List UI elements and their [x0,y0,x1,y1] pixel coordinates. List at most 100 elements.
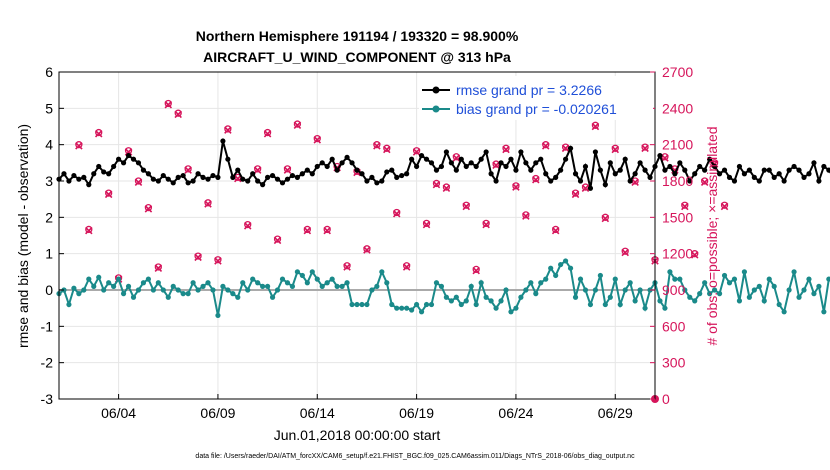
obs-assimilated-marker [124,148,133,156]
bias-point [483,294,489,300]
rmse-point [240,176,246,182]
bias-point [637,287,643,293]
obs-assimilated-marker [541,142,550,150]
rmse-point [294,174,300,180]
obs-possible-marker [95,128,103,137]
rmse-point [284,176,291,182]
bias-point [260,283,266,289]
bias-point [533,291,539,297]
rmse-point [766,167,772,173]
rmse-point [314,163,320,170]
obs-assimilated-marker [194,253,202,262]
bias-point [414,301,420,308]
bias-point [349,301,355,308]
rmse-point [707,156,713,162]
rmse-point [414,163,420,170]
y-axis-left-ticks: -3 -2 -1 0 1 2 3 4 5 6 [41,64,64,407]
rmse-point [443,149,449,155]
bias-point [682,287,688,293]
bias-point [463,298,469,304]
rmse-point [66,178,72,184]
bias-point [826,276,830,282]
obs-possible-marker [422,219,431,228]
bias-point [468,283,474,289]
obs-possible-marker [323,225,331,234]
obs-assimilated-marker [442,184,451,193]
rmse-point [543,171,549,177]
x-tick-label: 06/04 [101,405,136,421]
bias-point [339,283,345,289]
x-tick-label: 06/09 [200,405,235,421]
bias-point [294,269,300,275]
bias-point [399,305,405,311]
rmse-point [111,163,117,170]
rmse-point [548,178,554,184]
rmse-point [791,163,797,170]
obs-assimilated-marker [601,214,610,223]
obs-assimilated-marker [621,248,629,257]
bias-point [225,287,231,293]
rmse-point [567,145,574,151]
bias-point [508,309,514,315]
obs-possible-marker [542,141,550,149]
rmse-point [170,180,176,186]
rmse-point [404,171,410,177]
obs-assimilated-marker [253,166,262,174]
rmse-point [304,167,310,173]
rmse-point [76,176,82,182]
bias-point [607,294,613,300]
obs-assimilated-marker [85,226,93,235]
y-right-tick-label: 1800 [662,173,693,189]
bias-point [265,283,271,289]
rmse-point [721,167,728,173]
rmse-point [190,178,196,184]
bias-point [205,280,211,286]
obs-possible-marker [403,262,411,270]
rmse-point [250,171,256,177]
bias-point [473,301,479,308]
rmse-point [756,178,762,184]
rmse-point [210,172,216,179]
rmse-point [150,176,156,182]
bias-point [672,276,678,282]
rmse-point [101,169,107,175]
x-tick-label: 06/14 [300,405,335,421]
obs-assimilated-marker [214,257,222,265]
rmse-point [528,167,534,173]
obs-assimilated-marker [154,264,163,272]
chart-title-line1: Northern Hemisphere 191194 / 193320 = 98… [196,28,519,44]
obs-possible-marker [720,201,729,209]
obs-assimilated-marker [690,251,699,259]
rmse-point [617,167,623,173]
rmse-point [130,156,137,162]
obs-assimilated-marker [492,161,500,170]
obs-possible-marker [701,177,709,185]
bias-point [235,294,241,300]
y-right-tick-label: 1500 [662,209,693,225]
bias-point [746,294,752,300]
obs-count-markers [75,99,729,403]
rmse-point [468,160,474,166]
obs-assimilated-marker [204,200,212,208]
bias-point [518,294,524,300]
rmse-point [433,167,440,173]
obs-assimilated-marker [551,226,560,235]
legend: rmse grand pr = 3.2266 bias grand pr = -… [419,76,653,120]
obs-assimilated-marker [641,144,649,153]
rmse-point [637,160,643,166]
rmse-point [716,171,723,177]
bias-point [86,276,92,282]
bias-point [662,305,668,311]
rmse-point [145,171,151,177]
bias-point [160,287,166,293]
obs-possible-marker [601,213,609,221]
bias-point [81,287,87,293]
rmse-point [220,138,226,144]
obs-possible-marker [512,182,520,190]
y-left-tick-label: -3 [41,391,54,407]
bias-point [617,301,623,308]
bias-point [558,261,564,268]
bias-point [726,280,733,286]
legend-rmse-marker [432,86,440,94]
